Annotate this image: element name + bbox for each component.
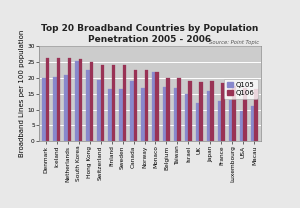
Bar	[68, 58, 71, 141]
Legend: Q105, Q106: Q105, Q106	[224, 79, 257, 99]
Title: Top 20 Broadband Countries by Population
Penetration 2005 - 2006: Top 20 Broadband Countries by Population…	[41, 24, 259, 44]
Bar	[75, 61, 79, 141]
Bar	[42, 78, 46, 141]
Bar	[53, 77, 57, 141]
Bar	[188, 80, 192, 141]
Bar	[243, 88, 247, 141]
Bar	[232, 86, 236, 141]
Bar	[119, 89, 122, 141]
Bar	[155, 72, 159, 141]
Bar	[97, 80, 101, 141]
Bar	[152, 72, 155, 141]
Bar	[141, 88, 145, 141]
Y-axis label: Broadband Lines per 100 population: Broadband Lines per 100 population	[19, 30, 25, 157]
Bar	[196, 103, 200, 141]
Bar	[229, 100, 232, 141]
Bar	[240, 111, 243, 141]
Bar	[90, 62, 93, 141]
Bar	[100, 64, 104, 141]
Bar	[130, 81, 134, 141]
Bar	[174, 88, 178, 141]
Bar	[184, 94, 188, 141]
Bar	[200, 82, 203, 141]
Bar	[163, 87, 167, 141]
Bar	[167, 78, 170, 141]
Bar	[46, 58, 50, 141]
Bar	[112, 65, 116, 141]
Text: Source: Point Topic: Source: Point Topic	[209, 40, 259, 45]
Bar	[207, 91, 210, 141]
Bar	[178, 78, 181, 141]
Bar	[57, 58, 60, 141]
Bar	[145, 70, 148, 141]
Bar	[86, 70, 90, 141]
Bar	[134, 70, 137, 141]
Bar	[218, 101, 221, 141]
Bar	[210, 81, 214, 141]
Bar	[64, 75, 68, 141]
Bar	[108, 89, 112, 141]
Bar	[250, 106, 254, 141]
Bar	[221, 83, 225, 141]
Bar	[122, 65, 126, 141]
Bar	[254, 89, 258, 141]
Bar	[79, 59, 83, 141]
